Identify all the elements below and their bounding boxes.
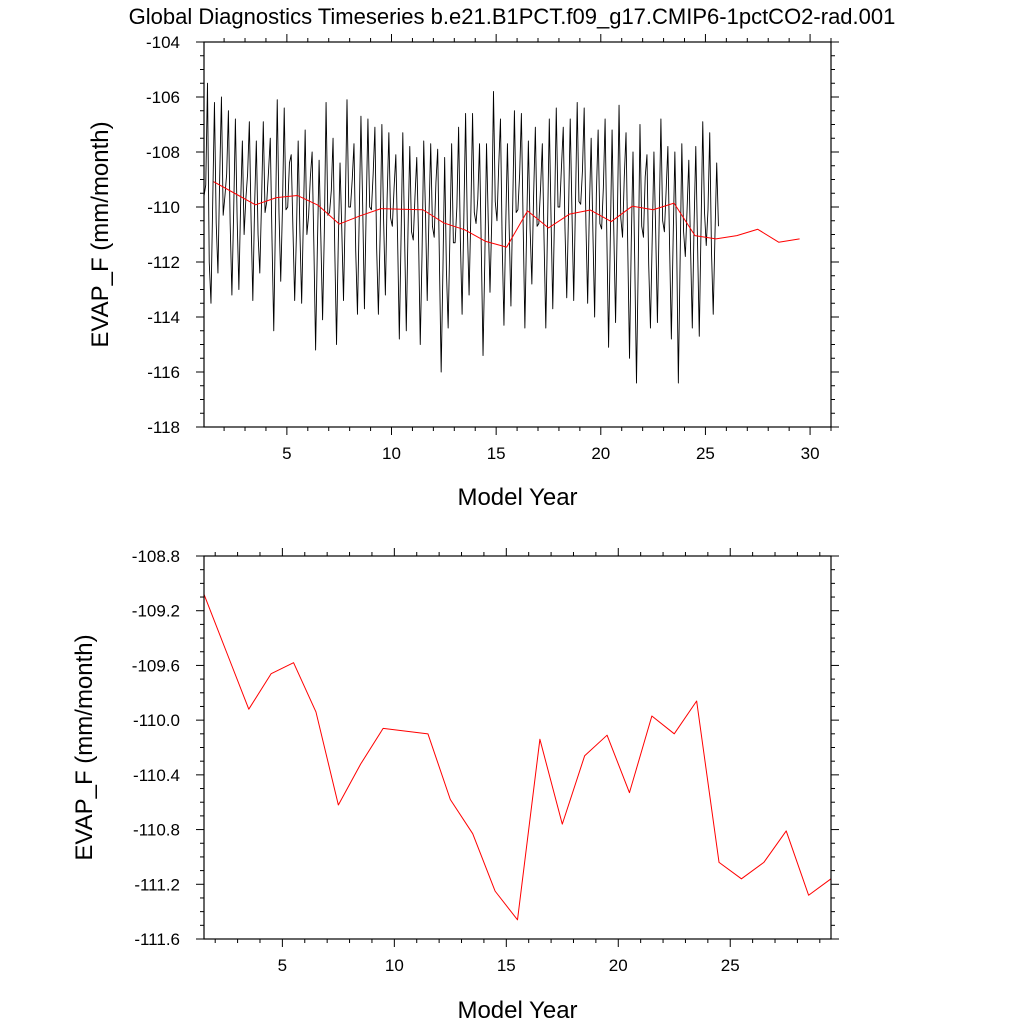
x-tick-label: 5 bbox=[282, 444, 291, 463]
x-axis-title: Model Year bbox=[457, 997, 577, 1024]
x-tick-label: 15 bbox=[497, 956, 516, 975]
y-tick-label: -112 bbox=[147, 253, 180, 272]
y-tick-label: -108 bbox=[146, 143, 180, 162]
x-tick-label: 30 bbox=[801, 444, 820, 463]
y-axis-title: EVAP_F (mm/month) bbox=[87, 121, 114, 347]
y-tick-label: -106 bbox=[146, 88, 180, 107]
y-tick-label: -110.0 bbox=[133, 711, 180, 730]
panel-bottom: 5 10 15 20 25 -111.6 -111.2 -110.8 -110.4 -110.0 -… bbox=[71, 547, 839, 1024]
x-tick-label: 15 bbox=[487, 444, 506, 463]
x-tick-label: 5 bbox=[278, 956, 287, 975]
y-tick-label: -111.6 bbox=[134, 930, 180, 949]
y-tick-label: -108.8 bbox=[132, 547, 180, 566]
x-tick-label: 20 bbox=[591, 444, 610, 463]
y-tick-label: -110 bbox=[147, 198, 180, 217]
monthly-series-line-panel0 bbox=[203, 82, 719, 384]
annual-series-line-panel0 bbox=[213, 181, 800, 248]
x-tick-label: 10 bbox=[382, 444, 401, 463]
x-tick-label: 10 bbox=[385, 956, 404, 975]
x-axis-title: Model Year bbox=[457, 484, 577, 511]
y-tick-label: -116 bbox=[147, 363, 180, 382]
y-tick-label: -118 bbox=[147, 418, 180, 437]
x-tick-label: 25 bbox=[696, 444, 715, 463]
panel-top: 5 10 15 20 25 30 -118 -116 -114 -112 -110 -108 -106 -… bbox=[87, 33, 839, 511]
annual-series-line-panel1 bbox=[203, 594, 832, 921]
y-axis-title: EVAP_F (mm/month) bbox=[71, 634, 98, 860]
y-tick-label: -110.8 bbox=[133, 821, 180, 840]
figure-title: Global Diagnostics Timeseries b.e21.B1PC… bbox=[129, 4, 896, 29]
y-tick-label: -104 bbox=[146, 33, 180, 52]
x-tick-label: 20 bbox=[609, 956, 628, 975]
x-tick-label: 25 bbox=[721, 956, 740, 975]
y-tick-label: -114 bbox=[147, 308, 180, 327]
y-tick-label: -109.6 bbox=[132, 656, 180, 675]
y-tick-label: -111.2 bbox=[134, 875, 180, 894]
y-tick-label: -109.2 bbox=[132, 602, 180, 621]
y-tick-label: -110.4 bbox=[133, 766, 180, 785]
